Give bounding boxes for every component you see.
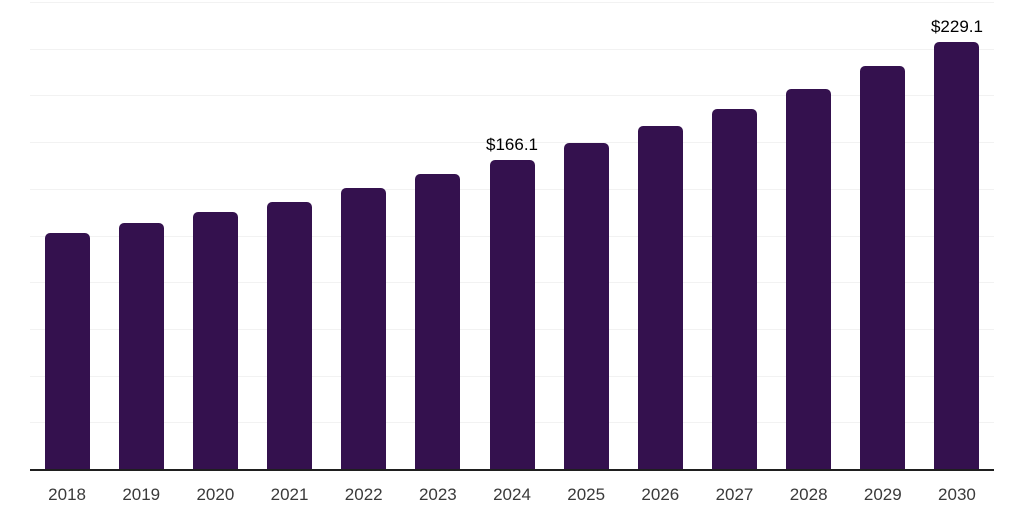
bar-2022 [341,187,387,470]
bar-2023 [415,174,461,470]
gridline-175 [30,142,994,144]
bar-2024 [489,159,535,470]
x-tick-label-2021: 2021 [270,485,309,504]
bar-2029 [860,66,906,470]
bar-slot-2025 [549,0,623,470]
bar-slot-2019 [104,0,178,470]
bar-slot-2020 [178,0,252,470]
bar-slot-2029 [846,0,920,470]
gridline-250 [30,2,994,3]
bar-2027 [711,108,757,470]
bar-2019 [118,223,164,470]
bars-container: $166.1 $229.1 [30,0,994,470]
bar-2028 [786,88,832,470]
bar-slot-2027 [697,0,771,470]
bar-slot-2021 [252,0,326,470]
bar-slot-2023 [401,0,475,470]
x-tick-label-2027: 2027 [715,485,754,504]
x-axis-line [30,469,994,471]
data-label-2030: $229.1 [930,17,983,37]
gridline-200 [30,95,994,97]
x-tick-label-2022: 2022 [344,485,383,504]
x-tick-label-2018: 2018 [48,485,86,504]
x-tick-label-2028: 2028 [789,485,828,504]
x-tick-label-2026: 2026 [641,485,680,504]
bar-2026 [637,126,683,470]
x-tick-label-2023: 2023 [418,485,457,504]
plot-area: $166.1 $229.1 [30,0,994,471]
x-tick-label-2020: 2020 [196,485,235,504]
x-tick-label-2019: 2019 [122,485,161,504]
bar-2030 [934,42,980,470]
x-axis-labels: 2018 2019 2020 2021 2022 2023 2024 2025 2026 2027… [30,472,994,512]
bar-slot-2024: $166.1 [475,0,549,470]
bar-slot-2028 [772,0,846,470]
gridline-225 [30,48,994,50]
bar-slot-2026 [623,0,697,470]
bar-2025 [563,143,609,470]
x-tick-label-2030: 2030 [938,485,976,504]
x-tick-label-2029: 2029 [863,485,902,504]
bar-slot-2022 [327,0,401,470]
bar-slot-2018 [30,0,104,470]
x-tick-label-2024: 2024 [493,485,531,504]
bar-2018 [44,233,90,470]
bar-2021 [267,201,313,470]
bar-slot-2030: $229.1 [920,0,994,470]
x-tick-label-2025: 2025 [567,485,606,504]
data-label-2024: $166.1 [486,134,539,154]
bar-2020 [192,212,238,470]
